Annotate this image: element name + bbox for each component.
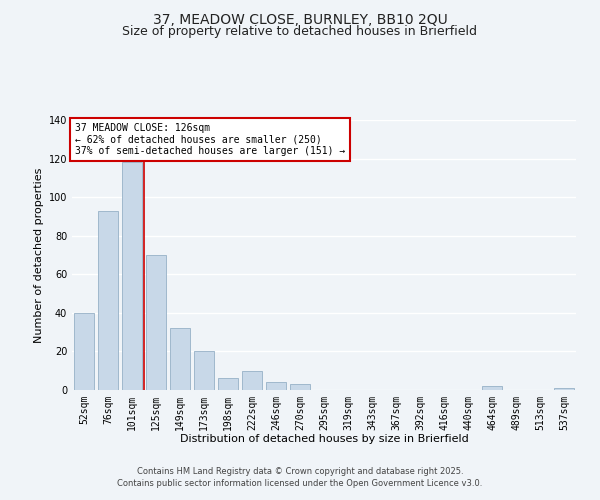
Text: Size of property relative to detached houses in Brierfield: Size of property relative to detached ho… xyxy=(122,25,478,38)
Bar xyxy=(170,328,190,390)
X-axis label: Distribution of detached houses by size in Brierfield: Distribution of detached houses by size … xyxy=(179,434,469,444)
Bar xyxy=(266,382,286,390)
Bar xyxy=(194,352,214,390)
Bar xyxy=(122,162,142,390)
Y-axis label: Number of detached properties: Number of detached properties xyxy=(34,168,44,342)
Text: 37 MEADOW CLOSE: 126sqm
← 62% of detached houses are smaller (250)
37% of semi-d: 37 MEADOW CLOSE: 126sqm ← 62% of detache… xyxy=(74,122,345,156)
Bar xyxy=(554,388,574,390)
Text: Contains HM Land Registry data © Crown copyright and database right 2025.
Contai: Contains HM Land Registry data © Crown c… xyxy=(118,466,482,487)
Bar xyxy=(482,386,502,390)
Bar xyxy=(218,378,238,390)
Bar xyxy=(290,384,310,390)
Bar xyxy=(146,255,166,390)
Bar xyxy=(98,210,118,390)
Text: 37, MEADOW CLOSE, BURNLEY, BB10 2QU: 37, MEADOW CLOSE, BURNLEY, BB10 2QU xyxy=(152,12,448,26)
Bar xyxy=(242,370,262,390)
Bar xyxy=(74,313,94,390)
